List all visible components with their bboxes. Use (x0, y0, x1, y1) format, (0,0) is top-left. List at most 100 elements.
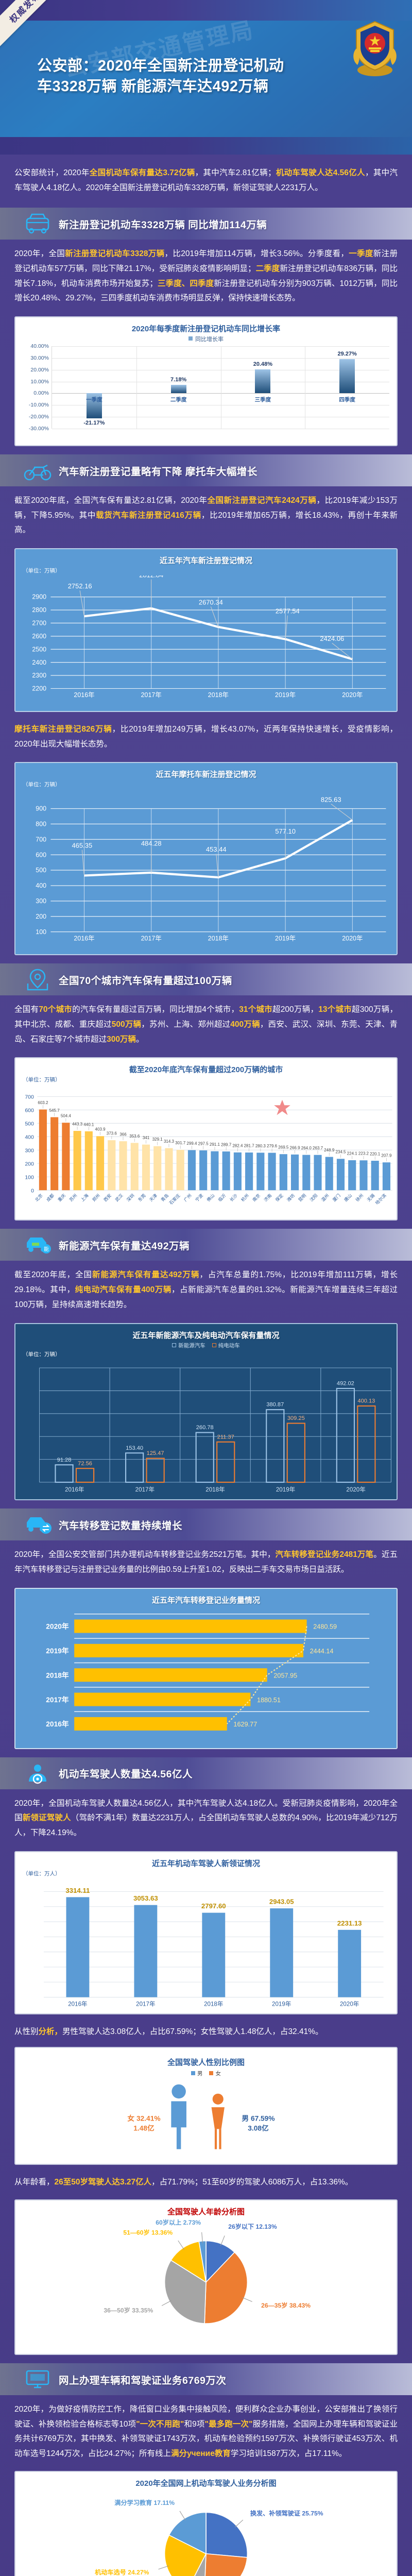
bar (199, 1150, 208, 1191)
lead-paragraph: 公安部统计，2020年全国机动车保有量达3.72亿辆，其中汽车2.81亿辆；机动… (0, 155, 412, 199)
data-label: 1880.51 (257, 1697, 281, 1704)
bar (187, 1150, 196, 1191)
data-label: 224.1 (347, 1151, 358, 1156)
y-axis-tick: 700 (36, 836, 46, 843)
y-axis-tick: 800 (36, 821, 46, 828)
y-axis-tick: 300 (25, 1148, 34, 1154)
chart-card-new-license: 近五年机动车驾驶人新领证情况 （单位：万人） 3314.11 2016年 3053.… (14, 1851, 398, 2014)
y-axis-tick: 2700 (32, 620, 46, 627)
motorcycle-icon (24, 464, 52, 481)
x-axis-label: 成都 (45, 1193, 55, 1202)
bar (339, 359, 355, 394)
section-header-online-service: 网上办理车辆和驾驶证业务6769万次 (0, 2363, 412, 2396)
section-header-transfer: 汽车转移登记数量持续增长 (0, 1509, 412, 1541)
y-axis-tick: 30.00% (30, 354, 49, 361)
section7-body: 2020年，为做好疫情防控工作，降低窗口业务集中接触风险，便利群众企业办事创业，… (14, 2405, 398, 2459)
pie-slice-label: 机动车选号 24.27% (95, 2568, 149, 2576)
y-axis-tick: 100 (36, 928, 46, 936)
data-label: 7.18% (170, 377, 187, 383)
data-label: 309.25 (287, 1415, 305, 1421)
pie-slice-label: 60岁以上 2.73% (156, 2218, 201, 2226)
y-axis-tick: 10.00% (30, 378, 49, 385)
data-label: 341 (143, 1136, 150, 1140)
bar (270, 1908, 294, 1997)
pie-slice-label: 26岁以下 12.13% (228, 2223, 277, 2230)
hero-title-line1: 公安部：2020年全国新注册登记机动 (37, 58, 284, 74)
data-label: 603.2 (38, 1100, 48, 1105)
bar (55, 1464, 74, 1483)
bar (195, 1431, 214, 1483)
data-label: 1629.77 (233, 1721, 257, 1728)
bar (286, 1422, 305, 1483)
capital-star-icon (274, 1099, 290, 1115)
data-label: 443.3 (72, 1122, 83, 1127)
x-axis-label: 三季度 (254, 397, 271, 403)
data-label: 91.28 (57, 1456, 72, 1463)
leader-line (210, 606, 219, 628)
bar (302, 1155, 311, 1191)
x-axis-label: 长沙 (229, 1193, 238, 1202)
section3-body: 全国有70个城市的汽车保有量超过百万辆，同比增加4个城市，31个城市超200万辆… (14, 1005, 398, 1044)
leader-line (179, 2511, 186, 2520)
chart-legend: 男 女 (15, 2070, 397, 2077)
y-axis-label: 2017年 (46, 1696, 69, 1704)
chart-title: 近五年新能源汽车及纯电动汽车保有量情况 (132, 1331, 280, 1340)
female-pct-label: 女 32.41% (127, 2114, 160, 2122)
y-axis-tick: 900 (36, 805, 46, 812)
data-label: 3053.63 (133, 1894, 158, 1902)
lead-text-c: ，其中汽车驾驶人4.18亿人。2020年全国新注册登记机动车3328万辆，新领证… (14, 168, 398, 192)
y-axis-tick: 2800 (32, 606, 46, 614)
x-axis-label: 2020年 (342, 691, 363, 699)
chart-driver-age-pie: 26岁以下 12.13% 26—35岁 38.43% 36—50岁 33.35% 51… (104, 2218, 311, 2324)
bar (108, 1140, 116, 1191)
x-axis-label: 四季度 (339, 397, 355, 403)
chart-card-driver-age: 全国驾驶人年龄分析图 26岁以下 12.13% 26—35岁 38.43% 36—5… (14, 2199, 398, 2355)
series-line (84, 607, 353, 660)
chart-title: 全国驾驶人性别比例图 (167, 2058, 245, 2067)
x-axis-label: 2020年 (342, 935, 363, 942)
chart-unit: （单位：万人） (23, 1870, 61, 1877)
female-figure (211, 2093, 225, 2149)
x-axis-label: 2016年 (74, 935, 94, 942)
transfer-car-icon (27, 1517, 52, 1534)
data-label: 373.6 (107, 1131, 117, 1136)
leader-line (158, 2565, 169, 2570)
leader-line (234, 2519, 244, 2528)
data-label: 353.6 (129, 1134, 140, 1139)
section4-body: 截至2020年底，全国新能源汽车保有量达492万辆，占汽车总量的1.75%，比2… (14, 1270, 398, 1309)
section5-body: 2020年，全国公安交管部门共办理机动车转移登记业务2521万笔。其中，汽车转移… (14, 1550, 398, 1574)
bar (153, 1146, 162, 1191)
x-axis-label: 东莞 (137, 1193, 147, 1202)
bar (75, 1467, 95, 1483)
section-header-new-energy: 能 新能源汽车保有量达492万辆 (0, 1229, 412, 1261)
x-axis-label: 2016年 (65, 1485, 84, 1493)
data-label: 403.9 (95, 1127, 106, 1132)
bar (348, 1160, 356, 1191)
x-axis-label: 无锡 (366, 1193, 376, 1202)
x-axis-label: 临沂 (217, 1193, 227, 1202)
chart-card-quarterly-growth: 2020年每季度新注册登记机动车同比增长率 同比增长率 40.00% 30.00%… (14, 316, 398, 447)
y-axis-tick: 100 (25, 1175, 34, 1181)
y-axis-label: 2016年 (46, 1720, 69, 1728)
bar (268, 1153, 276, 1191)
section-heading: 汽车转移登记数量持续增长 (59, 1520, 183, 1532)
bar (74, 1668, 267, 1682)
bar (130, 1143, 139, 1191)
bar (314, 1155, 322, 1191)
x-axis-label: 济南 (263, 1193, 272, 1202)
bar (119, 1141, 127, 1191)
chart-car-new-reg-5y: 2900 2800 2700 2600 2500 2400 2300 2200 2016年 201… (19, 575, 393, 707)
y-axis-tick: 0.00% (33, 390, 49, 397)
lead-text-b: ，其中汽车2.81亿辆； (195, 168, 276, 177)
chart-card-transfer: 近五年汽车转移登记业务量情况 2020年 2480.59 2019年 2444.14 2… (14, 1587, 398, 1749)
x-axis-label: 2019年 (272, 2000, 291, 2007)
x-axis-label: 2019年 (276, 1485, 296, 1493)
leader-line (220, 2235, 225, 2246)
bar (74, 1717, 227, 1731)
chart-new-energy-5y: 2016年 2017年 2018年 2019年 2020年 91.28 153.40 260.… (15, 1358, 397, 1500)
ev-car-icon: 能 (27, 1238, 51, 1254)
leader-line (285, 615, 288, 639)
bar (84, 1131, 93, 1191)
data-label: 248.9 (324, 1148, 335, 1153)
chart-legend: 新能源汽车 纯电动车 (15, 1342, 397, 1350)
